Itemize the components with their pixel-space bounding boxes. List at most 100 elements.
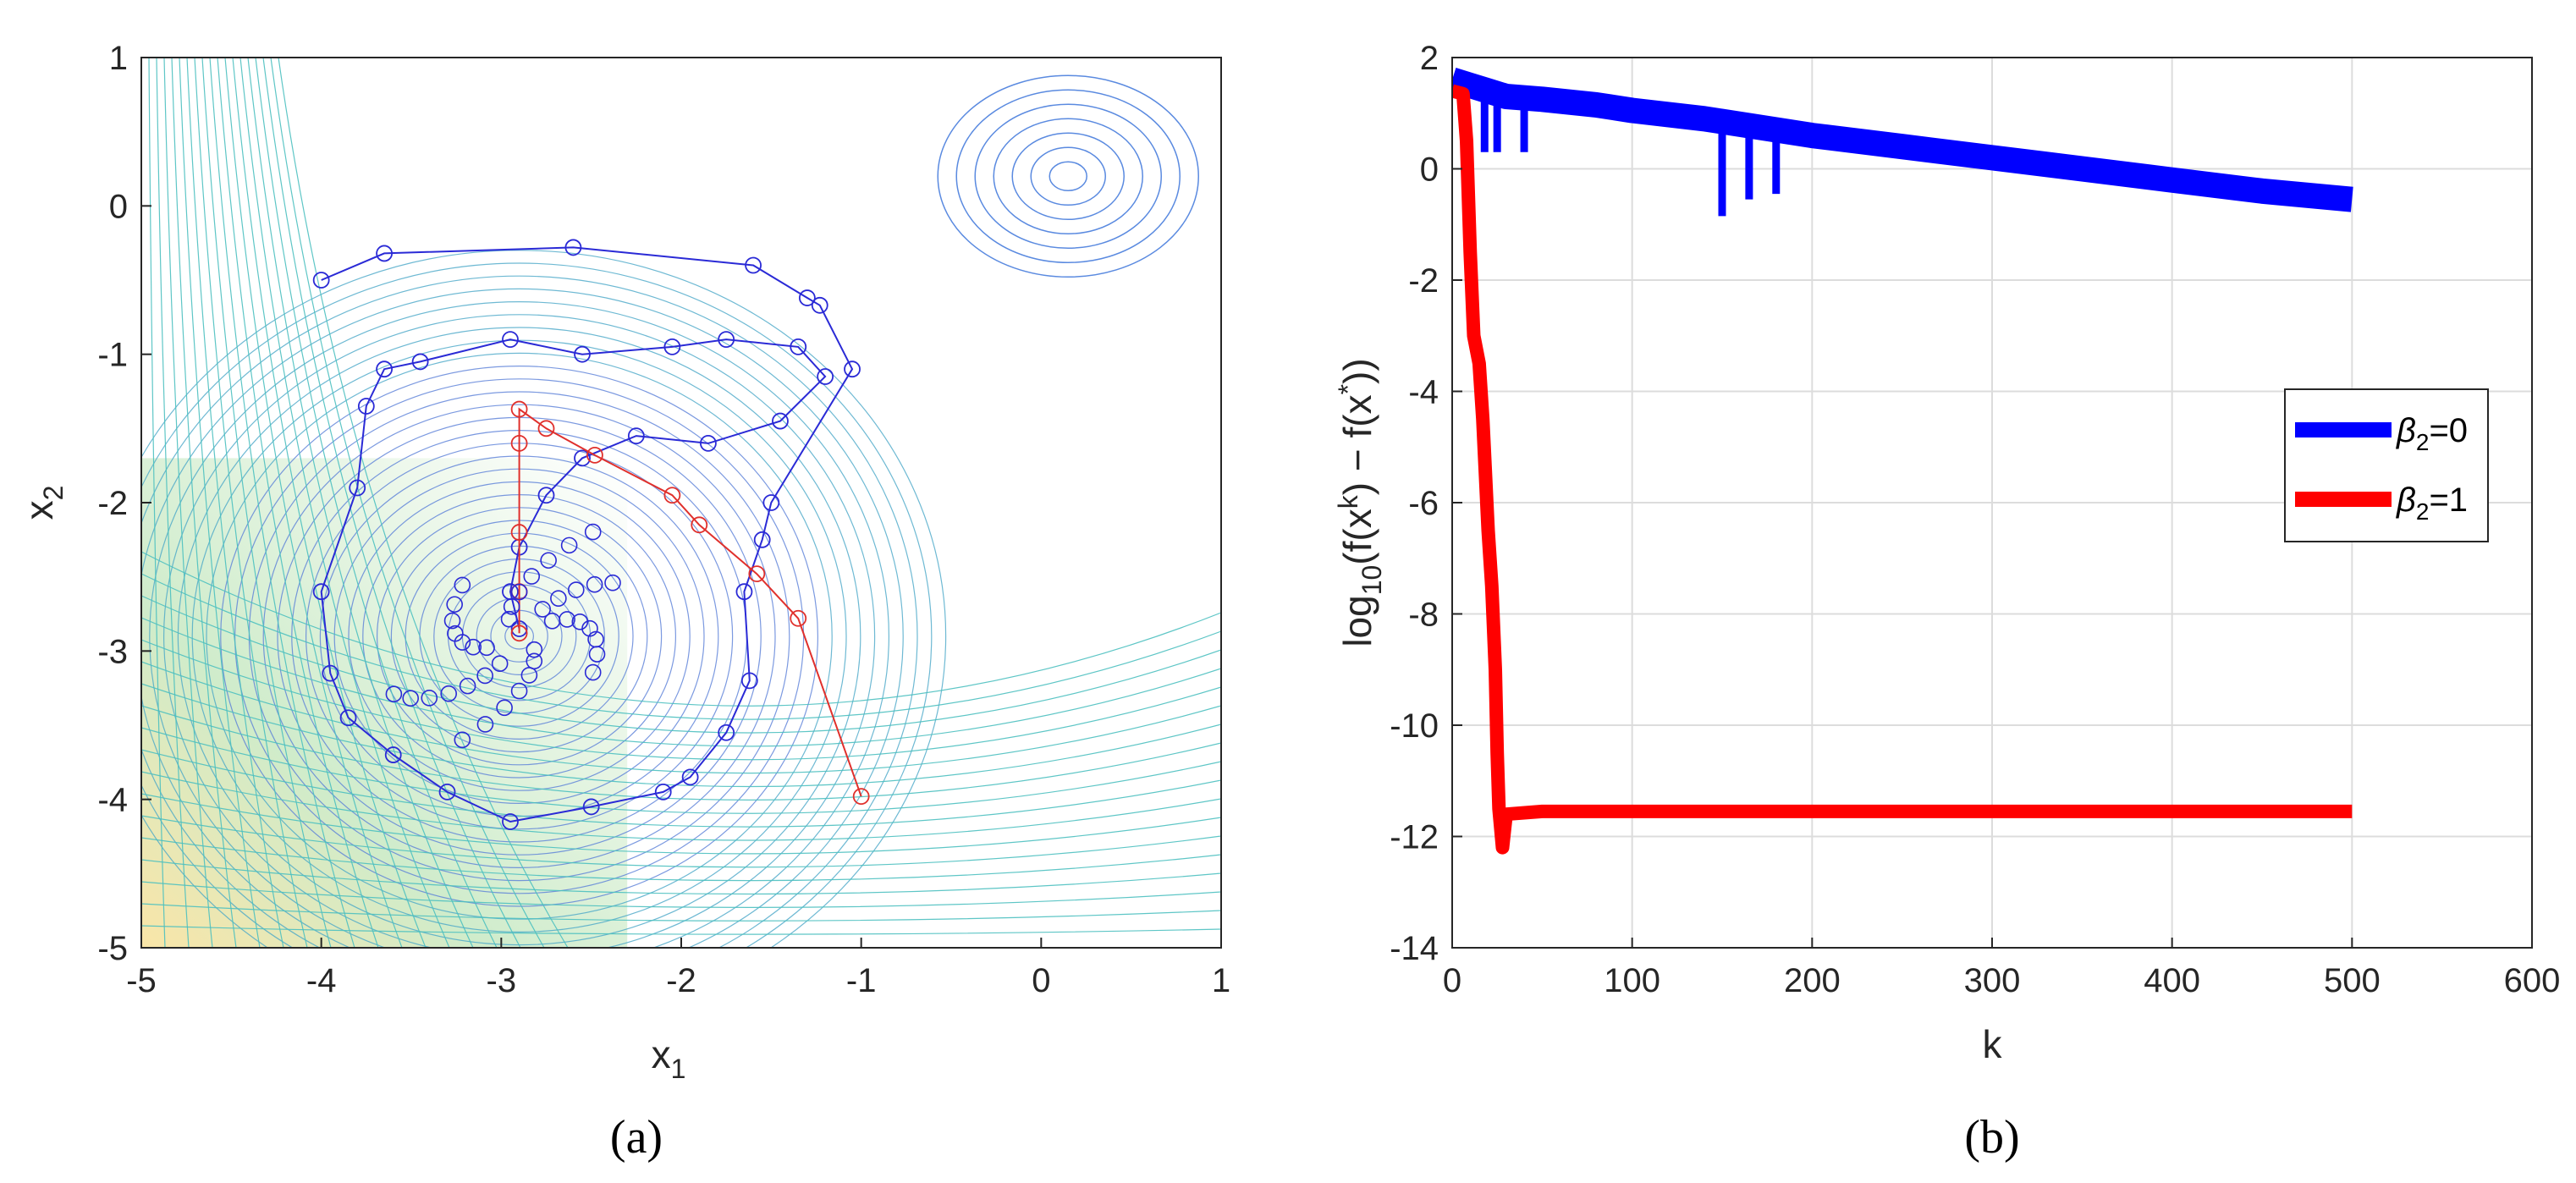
trajectory-beta0-point [503, 598, 520, 615]
trajectory-beta0-point [762, 494, 780, 511]
contour-ring-top-right [1049, 161, 1087, 192]
panel-a: -5 -4 -3 -2 -1 0 110-1-2-3-4-5 x1 x2 (a) [17, 40, 1230, 1164]
x-tick-label-a: -5 [126, 962, 157, 999]
trajectory-beta0-point [520, 667, 538, 684]
trajectory-beta0-point [681, 768, 699, 786]
x-tick-label-b: 400 [2144, 962, 2200, 999]
contour-left [209, 58, 355, 948]
x-tick-label-a: -1 [846, 962, 877, 999]
trajectory-beta0-point [339, 709, 357, 727]
series-b [1452, 67, 2353, 855]
x-label-a-sub: 1 [671, 1054, 686, 1084]
trajectory-beta0-point [491, 655, 509, 673]
trajectory-beta0-point [523, 568, 541, 585]
contour-valley [141, 551, 1221, 707]
trajectory-beta0-point [745, 256, 762, 274]
y-tick-label-b: -12 [1390, 819, 1439, 856]
contour-ring-top-right [955, 89, 1181, 264]
contour-left [224, 58, 403, 948]
x-tick-label-a: 1 [1212, 962, 1230, 999]
contour-left [232, 58, 427, 948]
contour-valley [141, 639, 1221, 761]
panel-label-a: (a) [610, 1111, 663, 1164]
trajectory-beta0-point [476, 716, 494, 733]
svg-text:x1: x1 [652, 1032, 686, 1084]
trajectory-beta0-point [844, 360, 861, 378]
contour-ring-top-right [1030, 146, 1106, 206]
contour-valley [141, 683, 1221, 788]
trajectory-beta1-point [510, 625, 528, 642]
y-tick-label-a: -1 [97, 337, 128, 374]
trajectory-beta0-point [376, 360, 394, 378]
contour-ring [163, 314, 876, 948]
contour-ring [141, 288, 904, 948]
trajectory-beta0-point [478, 639, 495, 657]
y-label-a-sub: 2 [38, 486, 69, 501]
trajectory-beta0-point [584, 663, 602, 681]
legend-beta0-sub: 2 [2416, 429, 2430, 455]
trajectory-beta0-point [560, 536, 578, 554]
trajectory-beta0-point [446, 596, 463, 614]
trajectory-beta0-point [574, 449, 591, 467]
contour-left [201, 58, 332, 948]
svg-text:log10(f(xk) − f(x*)): log10(f(xk) − f(x*)) [1333, 358, 1387, 647]
contour-ring [149, 301, 889, 948]
trajectory-beta1-point [691, 516, 708, 534]
contour-left [270, 58, 545, 948]
contour-left [247, 58, 474, 948]
trajectory-beta0-point [402, 690, 420, 707]
contour-valley [141, 727, 1221, 814]
y-tick-label-b: 0 [1420, 151, 1439, 189]
legend-beta1-rest: =1 [2429, 481, 2468, 519]
contour-valley [141, 925, 1221, 935]
contour-left [262, 58, 521, 948]
trajectory-beta1-point [537, 420, 555, 437]
contour-left [148, 58, 166, 948]
trajectory-beta0-point [312, 583, 330, 601]
trajectory-beta0-point [454, 576, 471, 594]
trajectory-beta0-point [790, 338, 807, 355]
legend-box [2284, 388, 2489, 542]
y-tick-label-b: -2 [1408, 262, 1439, 300]
contour-valley [141, 771, 1221, 841]
trajectory-beta0-point [718, 331, 735, 349]
trajectory-beta0-point [440, 685, 458, 702]
legend-beta0-sym: β [2396, 412, 2416, 449]
contour-left [255, 58, 498, 948]
trajectory-beta0-point [476, 667, 493, 685]
y-tick-label-a: 0 [109, 188, 128, 225]
trajectory-beta0-point [700, 434, 717, 452]
y-tick-label-b: -10 [1390, 707, 1439, 745]
trajectory-beta1-point [510, 524, 528, 541]
contour-ring [206, 352, 833, 920]
contour-valley [141, 815, 1221, 868]
contour-ring-top-right [993, 118, 1143, 235]
trajectory-beta0-point [581, 619, 598, 637]
trajectory-beta0-point [817, 368, 834, 385]
trajectory-beta0-point [582, 798, 600, 816]
y-label-b-sub: 10 [1357, 565, 1387, 596]
x-label-a: x [652, 1032, 671, 1076]
x-tick-label-b: 100 [1604, 962, 1660, 999]
contour-valley [141, 859, 1221, 895]
trajectory-beta0-point [740, 672, 758, 690]
contour-ring-top-right [937, 74, 1199, 278]
contour-left [239, 58, 450, 948]
contour-valley [141, 881, 1221, 908]
panel-b: 0 100 200 300 400 500 600 2 0 -2 -4 -6 -8 -10 -12 -14 k… [1333, 40, 2560, 1164]
y-tick-label-b: -8 [1408, 597, 1439, 634]
legend-beta0-rest: =0 [2429, 412, 2468, 449]
y-tick-label-b: -14 [1390, 930, 1439, 967]
contour-left [194, 58, 308, 948]
contour-valley [141, 595, 1221, 734]
trajectory-beta0-point [798, 289, 816, 306]
trajectory-beta0-point [584, 523, 602, 541]
y-label-b-pre: log [1335, 595, 1379, 647]
trajectory-beta0-point [376, 245, 394, 262]
trajectory-beta0-point [550, 590, 567, 607]
contour-left [179, 58, 261, 948]
trajectory-beta0-point [588, 646, 606, 663]
panel-label-b: (b) [1964, 1111, 2019, 1164]
y-label-a: x [17, 500, 61, 520]
